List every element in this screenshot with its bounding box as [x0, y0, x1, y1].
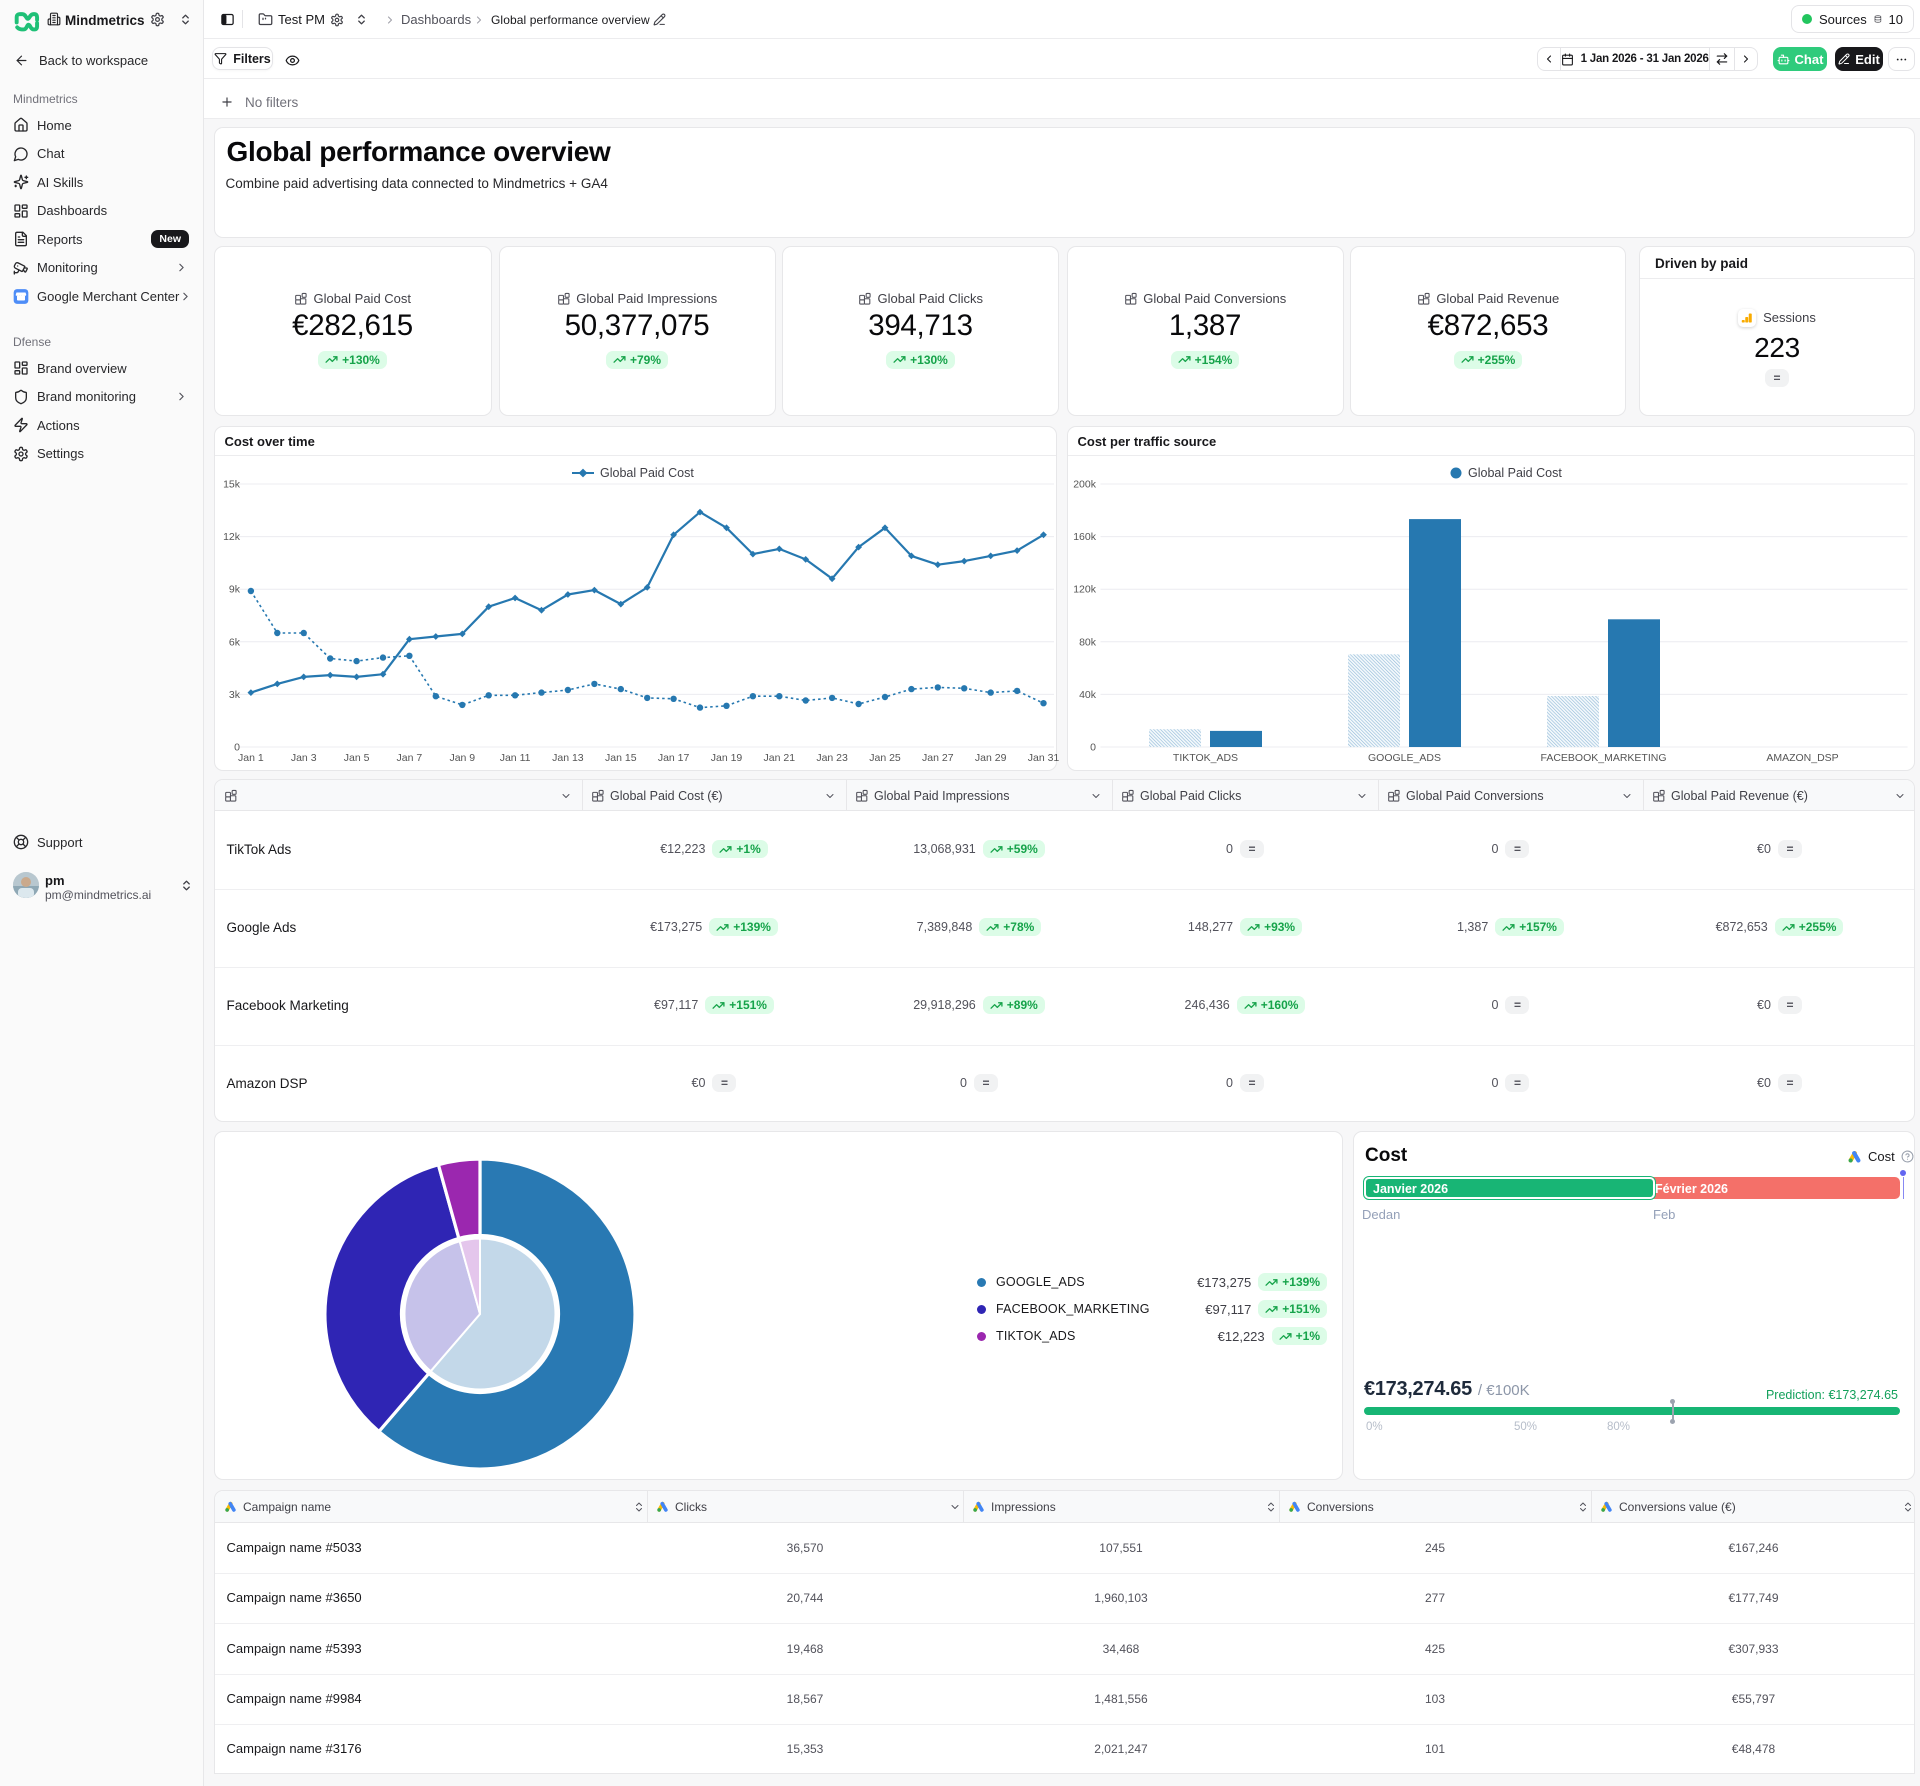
svg-text:GOOGLE_ADS: GOOGLE_ADS	[1368, 752, 1441, 764]
svg-text:Global Paid Cost: Global Paid Cost	[1468, 466, 1562, 480]
svg-text:Jan 3: Jan 3	[290, 752, 316, 764]
svg-text:Jan 31: Jan 31	[1027, 752, 1059, 764]
svg-text:AMAZON_DSP: AMAZON_DSP	[1766, 752, 1838, 764]
svg-text:Jan 23: Jan 23	[816, 752, 848, 764]
svg-text:Jan 15: Jan 15	[605, 752, 637, 764]
svg-text:Jan 9: Jan 9	[449, 752, 475, 764]
svg-text:Jan 29: Jan 29	[974, 752, 1006, 764]
svg-text:0: 0	[234, 742, 240, 754]
svg-text:TIKTOK_ADS: TIKTOK_ADS	[1172, 752, 1237, 764]
svg-text:Jan 25: Jan 25	[869, 752, 901, 764]
svg-text:120k: 120k	[1073, 584, 1097, 596]
svg-text:Jan 11: Jan 11	[499, 752, 530, 764]
svg-text:0: 0	[1090, 742, 1096, 754]
svg-text:Jan 17: Jan 17	[657, 752, 689, 764]
svg-text:40k: 40k	[1079, 689, 1097, 701]
svg-text:Jan 5: Jan 5	[343, 752, 369, 764]
svg-text:Jan 19: Jan 19	[710, 752, 742, 764]
svg-text:Jan 21: Jan 21	[763, 752, 795, 764]
svg-text:9k: 9k	[228, 584, 240, 596]
svg-text:Jan 7: Jan 7	[396, 752, 422, 764]
svg-text:15k: 15k	[223, 479, 241, 491]
svg-text:3k: 3k	[228, 689, 240, 701]
svg-text:12k: 12k	[223, 531, 241, 543]
svg-text:6k: 6k	[228, 636, 240, 648]
svg-text:FACEBOOK_MARKETING: FACEBOOK_MARKETING	[1540, 752, 1666, 764]
svg-text:160k: 160k	[1073, 531, 1097, 543]
svg-text:Jan 13: Jan 13	[552, 752, 584, 764]
svg-text:Jan 27: Jan 27	[922, 752, 954, 764]
svg-text:Jan 1: Jan 1	[238, 752, 264, 764]
svg-text:Global Paid Cost: Global Paid Cost	[600, 466, 694, 480]
svg-text:80k: 80k	[1079, 636, 1097, 648]
svg-text:200k: 200k	[1073, 479, 1097, 491]
